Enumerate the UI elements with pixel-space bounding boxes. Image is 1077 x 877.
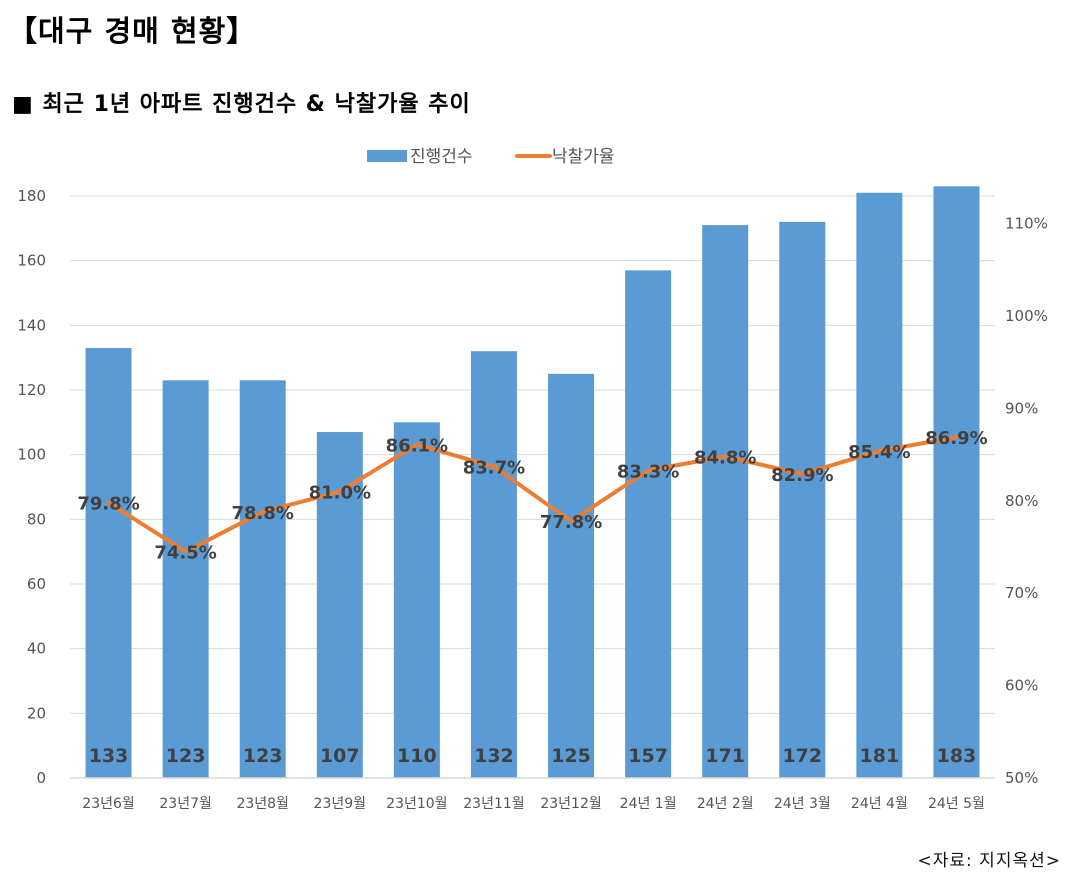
x-axis-tick: 24년 1월 — [620, 796, 677, 812]
left-axis-tick: 60 — [27, 575, 46, 593]
left-axis-tick: 120 — [17, 381, 46, 399]
x-axis-tick: 24년 3월 — [774, 796, 831, 812]
left-axis-tick: 140 — [17, 316, 46, 334]
legend-label: 낙찰가율 — [552, 147, 615, 167]
bar — [85, 347, 132, 778]
bar-value-label: 110 — [397, 745, 437, 767]
left-axis-tick: 40 — [27, 640, 46, 658]
rate-point — [337, 489, 342, 494]
bar — [470, 351, 517, 778]
bar-value-label: 183 — [937, 745, 977, 767]
x-axis-tick: 23년9월 — [314, 796, 366, 812]
right-axis-tick: 110% — [1005, 215, 1048, 233]
rate-point — [106, 500, 111, 505]
rate-point — [569, 519, 574, 524]
rate-value-label: 83.7% — [463, 458, 525, 479]
bar — [625, 270, 672, 778]
rate-point — [800, 472, 805, 477]
x-axis-tick: 24년 2월 — [697, 796, 754, 812]
x-axis-tick: 24년 4월 — [851, 796, 908, 812]
bar — [933, 186, 980, 779]
rate-point — [954, 435, 959, 440]
bar-value-label: 107 — [320, 745, 360, 767]
rate-value-label: 78.8% — [231, 503, 293, 524]
x-axis-tick: 24년 5월 — [928, 796, 985, 812]
bar — [239, 380, 286, 778]
left-axis-tick: 100 — [17, 446, 46, 464]
x-axis-tick: 23년7월 — [159, 796, 211, 812]
right-axis-tick: 100% — [1005, 307, 1048, 325]
right-axis-tick: 70% — [1005, 584, 1038, 602]
rate-value-label: 83.3% — [617, 461, 679, 482]
legend-label: 진행건수 — [410, 147, 473, 167]
bar — [779, 221, 826, 778]
rate-point — [414, 442, 419, 447]
bar-value-label: 172 — [782, 745, 822, 767]
rate-point — [183, 549, 188, 554]
bar-value-label: 125 — [551, 745, 591, 767]
chart-subtitle: ■ 최근 1년 아파트 진행건수 & 낙찰가율 추이 — [12, 92, 471, 117]
rate-value-label: 86.1% — [386, 436, 448, 457]
rate-value-label: 77.8% — [540, 512, 602, 533]
right-axis-tick: 90% — [1005, 399, 1038, 417]
rate-line — [106, 435, 959, 554]
right-axis-tick: 50% — [1005, 769, 1038, 787]
rate-value-label: 82.9% — [771, 465, 833, 486]
x-axis-tick: 23년12월 — [540, 796, 601, 812]
rate-value-label: 84.8% — [694, 448, 756, 469]
rate-point — [260, 509, 265, 514]
rate-point — [646, 468, 651, 473]
bar-value-label: 123 — [243, 745, 283, 767]
bar — [393, 422, 440, 778]
bar-value-label: 123 — [166, 745, 206, 767]
bar — [702, 225, 749, 779]
x-axis-tick: 23년6월 — [82, 796, 134, 812]
rate-point — [491, 464, 496, 469]
rate-value-label: 86.9% — [925, 428, 987, 449]
bar-value-label: 133 — [89, 745, 129, 767]
left-axis-tick: 80 — [27, 510, 46, 528]
bar-value-label: 132 — [474, 745, 514, 767]
left-axis-tick: 180 — [17, 187, 46, 205]
x-axis-tick: 23년11월 — [463, 796, 524, 812]
x-axis-tick: 23년10월 — [386, 796, 447, 812]
bar — [162, 380, 209, 778]
bar-value-label: 181 — [860, 745, 900, 767]
bar-value-label: 171 — [705, 745, 745, 767]
x-axis-tick: 23년8월 — [236, 796, 288, 812]
rate-value-label: 81.0% — [309, 483, 371, 504]
rate-point — [877, 448, 882, 453]
source-note: <자료: 지지옥션> — [917, 851, 1061, 871]
left-axis-tick: 20 — [27, 704, 46, 722]
rate-value-label: 85.4% — [848, 442, 910, 463]
rate-value-label: 79.8% — [77, 494, 139, 515]
bar — [856, 192, 903, 778]
left-axis-tick: 0 — [36, 769, 46, 787]
rate-point — [723, 454, 728, 459]
right-axis-tick: 80% — [1005, 492, 1038, 510]
left-axis-tick: 160 — [17, 252, 46, 270]
page-title: 【대구 경매 현황】 — [8, 14, 257, 48]
legend-bar-swatch — [367, 150, 407, 162]
bar-value-label: 157 — [628, 745, 668, 767]
bar — [548, 373, 595, 778]
rate-value-label: 74.5% — [154, 543, 216, 564]
right-axis-tick: 60% — [1005, 677, 1038, 695]
